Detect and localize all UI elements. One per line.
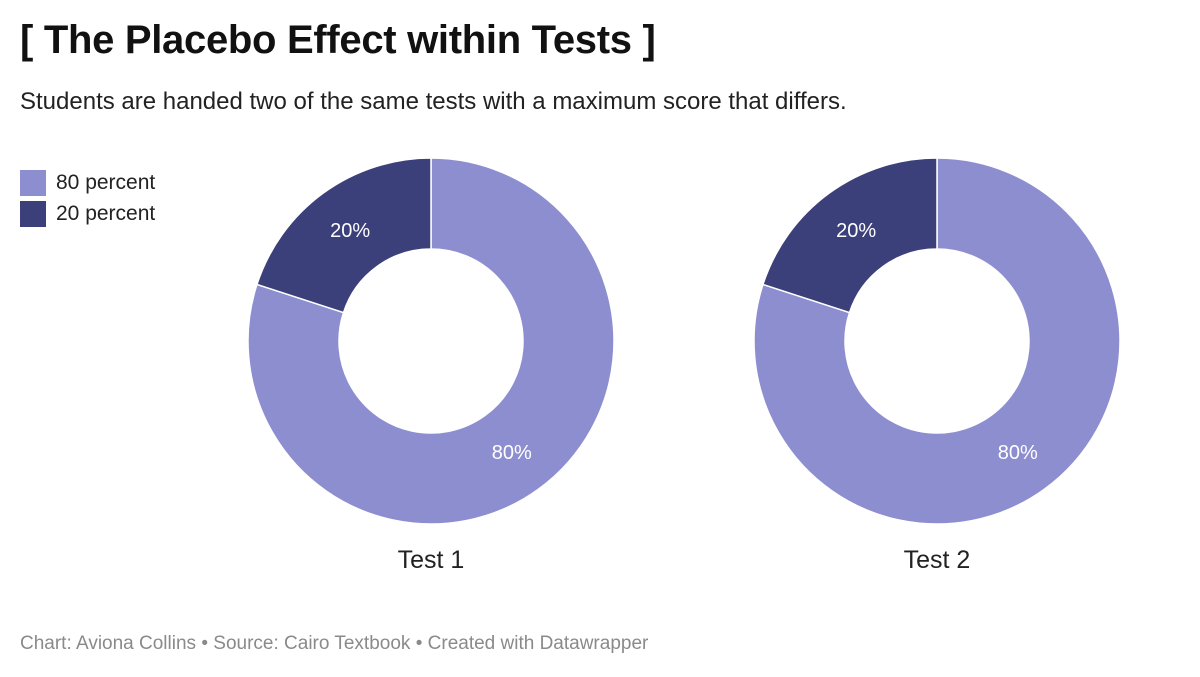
chart-caption: Test 1 xyxy=(398,546,465,574)
donut-slice-80-percent xyxy=(753,157,1121,525)
slice-label: 20% xyxy=(330,220,370,242)
slice-label: 20% xyxy=(836,220,876,242)
donut-slice-20-percent xyxy=(762,157,938,314)
legend: 80 percent 20 percent xyxy=(20,167,155,229)
legend-item-80-percent: 80 percent xyxy=(20,167,155,198)
slice-label: 80% xyxy=(492,442,532,464)
footer-source-prefix: Source: xyxy=(213,633,285,654)
chart-caption: Test 2 xyxy=(904,546,971,574)
donut-slice-20-percent xyxy=(256,157,432,314)
legend-item-20-percent: 20 percent xyxy=(20,198,155,229)
legend-label: 80 percent xyxy=(56,170,156,194)
footer-credits: Chart: Aviona Collins • Source: Cairo Te… xyxy=(20,633,648,655)
legend-swatch-20-percent xyxy=(20,200,46,227)
chart-subtitle: Students are handed two of the same test… xyxy=(20,88,847,115)
slice-label: 80% xyxy=(998,442,1038,464)
donut-chart-1: 80% 20% Test 1 xyxy=(247,157,615,574)
footer-source: Cairo Textbook xyxy=(284,633,411,654)
donut-chart-2: 80% 20% Test 2 xyxy=(753,157,1121,574)
legend-label: 20 percent xyxy=(56,201,156,225)
legend-swatch-80-percent xyxy=(20,169,46,196)
footer-separator: • xyxy=(196,633,214,654)
footer-created-with: Created with Datawrapper xyxy=(427,633,649,654)
footer-separator: • xyxy=(410,633,428,654)
donut-slice-80-percent xyxy=(247,157,615,525)
footer-chart-author: Aviona Collins xyxy=(75,633,197,654)
chart-title: [ The Placebo Effect within Tests ] xyxy=(20,18,656,62)
footer-chart-prefix: Chart: xyxy=(20,633,76,654)
